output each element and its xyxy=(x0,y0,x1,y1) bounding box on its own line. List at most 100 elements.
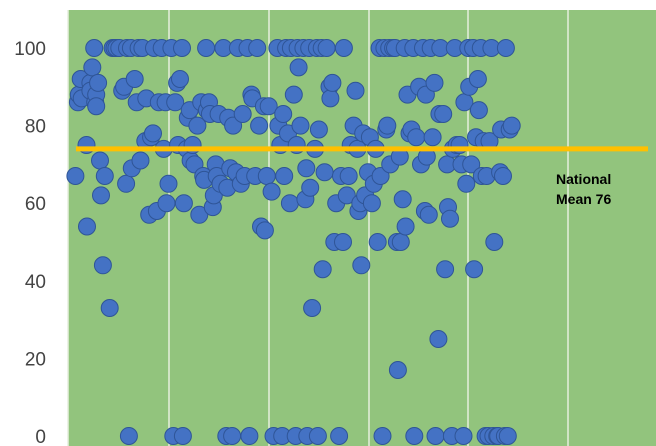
data-point xyxy=(352,256,371,275)
data-point xyxy=(334,233,352,251)
data-point xyxy=(262,182,281,201)
data-point xyxy=(423,128,442,147)
data-point xyxy=(259,97,278,116)
data-point xyxy=(223,427,242,445)
data-point xyxy=(308,427,327,445)
data-point xyxy=(157,194,176,213)
data-point xyxy=(405,427,424,445)
data-point xyxy=(255,221,274,240)
data-point xyxy=(171,70,189,88)
data-point xyxy=(78,217,96,236)
data-point xyxy=(233,105,252,123)
data-point xyxy=(303,299,322,317)
data-point xyxy=(309,120,328,139)
y-tick-label: 20 xyxy=(25,349,46,370)
data-point xyxy=(297,159,316,178)
data-point xyxy=(457,174,476,193)
data-point xyxy=(465,260,484,279)
y-tick-label: 0 xyxy=(35,427,46,446)
data-point xyxy=(188,116,207,135)
data-point xyxy=(436,260,455,279)
data-point xyxy=(317,39,336,57)
data-point xyxy=(275,167,294,185)
data-point xyxy=(407,128,426,147)
y-tick-label: 80 xyxy=(25,117,46,138)
data-point xyxy=(85,39,104,57)
data-point xyxy=(425,73,444,92)
data-point xyxy=(248,39,267,57)
data-point xyxy=(502,116,521,135)
data-point xyxy=(388,361,407,379)
data-point xyxy=(91,151,109,170)
data-point xyxy=(166,93,185,112)
data-point xyxy=(284,85,303,104)
data-point xyxy=(131,151,150,170)
data-point xyxy=(393,190,412,209)
mean-label-line2: Mean 76 xyxy=(556,191,611,207)
data-point xyxy=(159,174,178,193)
data-point xyxy=(462,155,481,174)
data-point xyxy=(95,167,114,185)
data-point xyxy=(323,73,342,92)
data-point xyxy=(469,101,488,120)
mean-label-line1: National xyxy=(556,171,611,187)
data-point xyxy=(291,116,310,135)
data-point xyxy=(321,89,340,108)
data-point xyxy=(89,73,108,92)
data-point xyxy=(315,163,334,182)
data-point xyxy=(485,233,504,251)
data-point xyxy=(419,205,438,224)
data-points xyxy=(66,39,521,445)
data-point xyxy=(494,167,512,185)
data-point xyxy=(66,167,85,185)
plot-area xyxy=(68,10,656,446)
data-point xyxy=(301,178,320,197)
data-point xyxy=(87,97,106,116)
data-point xyxy=(240,427,259,445)
data-point xyxy=(100,299,119,317)
data-point xyxy=(434,105,453,123)
data-point xyxy=(144,124,162,143)
data-point xyxy=(119,427,138,445)
y-tick-label: 100 xyxy=(14,39,46,60)
data-point xyxy=(257,167,276,185)
data-point xyxy=(83,58,102,77)
data-point xyxy=(289,58,308,77)
data-point xyxy=(190,205,209,224)
data-point xyxy=(197,39,216,57)
y-tick-label: 60 xyxy=(25,194,46,215)
data-point xyxy=(92,186,110,205)
data-point xyxy=(173,39,191,57)
data-point xyxy=(498,427,517,445)
data-point xyxy=(337,186,356,205)
data-point xyxy=(391,233,410,251)
data-point xyxy=(429,330,448,348)
data-point xyxy=(441,209,459,228)
data-point xyxy=(174,194,193,213)
data-point xyxy=(313,260,332,279)
data-point xyxy=(93,256,112,275)
data-point xyxy=(368,233,387,251)
data-point xyxy=(280,194,299,213)
data-point xyxy=(371,167,390,185)
data-point xyxy=(378,116,397,135)
data-point xyxy=(224,116,243,135)
data-point xyxy=(334,39,353,57)
data-point xyxy=(250,116,269,135)
y-tick-label: 40 xyxy=(25,272,46,293)
data-point xyxy=(173,427,192,445)
data-point xyxy=(396,217,415,236)
data-point xyxy=(362,194,381,213)
data-point xyxy=(496,39,515,57)
data-point xyxy=(125,70,144,88)
data-point xyxy=(454,427,473,445)
data-point xyxy=(468,70,487,88)
data-point xyxy=(426,427,445,445)
data-point xyxy=(373,427,392,445)
data-point xyxy=(346,81,365,100)
data-point xyxy=(330,427,349,445)
data-point xyxy=(117,174,136,193)
y-axis-tick-labels: 0 20 40 60 80 100 xyxy=(14,39,46,446)
data-point xyxy=(339,167,358,185)
